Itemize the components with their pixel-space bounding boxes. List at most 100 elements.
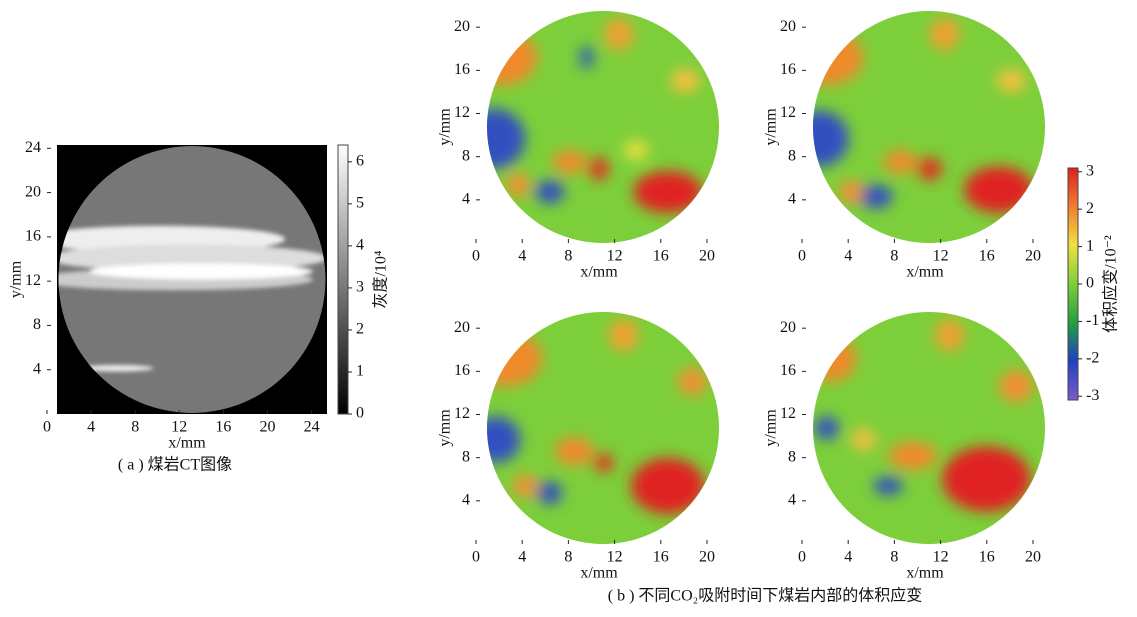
blob [535,180,565,204]
blob [677,367,708,396]
colorbar-tick-label: 5 [356,195,364,212]
colorbar-tick-label: 2 [356,321,364,338]
x-axis-label: x/mm [580,264,618,281]
y-tick-label: 12 [454,104,470,121]
colorbar-tick-label: 1 [1086,237,1094,254]
blob [594,453,614,473]
y-tick-label: 8 [462,147,470,164]
y-tick-label: 20 [25,183,41,200]
x-tick-label: 4 [87,419,95,436]
x-tick-label: 8 [890,248,898,265]
blob [996,69,1026,93]
y-tick-label: 20 [454,319,470,336]
x-tick-label: 16 [979,248,995,265]
y-tick-label: 16 [454,362,470,379]
x-tick-label: 8 [890,549,898,566]
blob [554,437,595,466]
x-tick-label: 12 [933,248,949,265]
y-tick-label: 20 [780,18,796,35]
y-tick-label: 12 [780,405,796,422]
x-tick-label: 4 [518,248,526,265]
ct-image [58,146,326,413]
blob [603,17,634,51]
x-axis-label: x/mm [580,565,618,582]
blob [623,140,649,160]
blob [873,476,903,496]
caption: ( a ) 煤岩CT图像 [118,456,232,474]
y-tick-label: 8 [33,316,41,333]
y-tick-label: 12 [454,405,470,422]
x-tick-label: 0 [43,419,51,436]
map-background [813,312,1045,544]
x-tick-label: 8 [564,248,572,265]
blob [838,180,864,204]
blob [579,45,595,69]
blob [633,171,703,213]
blob [851,428,876,452]
y-tick-label: 16 [780,61,796,78]
y-tick-label: 8 [788,448,796,465]
blob [813,335,857,382]
colorbar-tick-label: 4 [356,237,364,254]
blob [998,370,1034,403]
x-tick-label: 0 [798,549,806,566]
y-axis-label: y/mm [8,260,25,298]
x-tick-label: 0 [472,549,480,566]
streak [89,263,313,280]
x-tick-label: 8 [131,419,139,436]
strain-map [813,312,1045,544]
x-tick-label: 20 [699,248,715,265]
x-tick-label: 20 [1025,549,1041,566]
y-tick-label: 4 [33,360,41,377]
y-tick-label: 24 [25,139,41,156]
y-axis-label: y/mm [437,409,454,447]
y-axis-label: y/mm [763,409,780,447]
blob [505,173,531,197]
y-tick-label: 20 [780,319,796,336]
blob [883,150,918,174]
blob [487,330,543,387]
x-tick-label: 12 [607,248,623,265]
x-tick-label: 20 [699,549,715,566]
blob [814,416,839,440]
colorbar-label: 体积应变/10⁻² [1101,235,1120,333]
x-tick-label: 0 [472,248,480,265]
x-axis-label: x/mm [906,565,944,582]
y-tick-label: 4 [462,492,470,509]
blob [589,157,609,181]
y-tick-label: 4 [788,191,796,208]
y-axis-label: y/mm [763,108,780,146]
y-tick-label: 16 [780,362,796,379]
y-tick-label: 16 [454,61,470,78]
x-tick-label: 16 [653,248,669,265]
colorbar [1067,167,1079,401]
colorbar-tick-label: 3 [1086,162,1094,179]
blob [964,166,1034,213]
strain-map [813,11,1045,243]
colorbar-tick-label: 6 [356,152,364,169]
x-tick-label: 20 [259,419,275,436]
x-tick-label: 8 [564,549,572,566]
x-tick-label: 4 [844,549,852,566]
blob [608,318,639,352]
strain-map [487,312,719,544]
colorbar-tick-label: 2 [1086,200,1094,217]
y-tick-label: 12 [780,104,796,121]
x-tick-label: 16 [653,549,669,566]
colorbar-tick-label: -3 [1086,387,1099,404]
colorbar-tick-label: 1 [356,363,364,380]
blob [630,458,705,514]
y-tick-label: 8 [788,147,796,164]
x-tick-label: 12 [933,549,949,566]
x-tick-label: 24 [304,419,320,436]
x-tick-label: 16 [215,419,231,436]
colorbar-tick-label: 0 [1086,275,1094,292]
ct-streaks [58,225,326,372]
x-tick-label: 0 [798,248,806,265]
colorbar-tick-label: -1 [1086,312,1099,329]
x-tick-label: 16 [979,549,995,566]
blob [487,29,538,86]
y-tick-label: 16 [25,228,41,245]
y-tick-label: 4 [788,492,796,509]
